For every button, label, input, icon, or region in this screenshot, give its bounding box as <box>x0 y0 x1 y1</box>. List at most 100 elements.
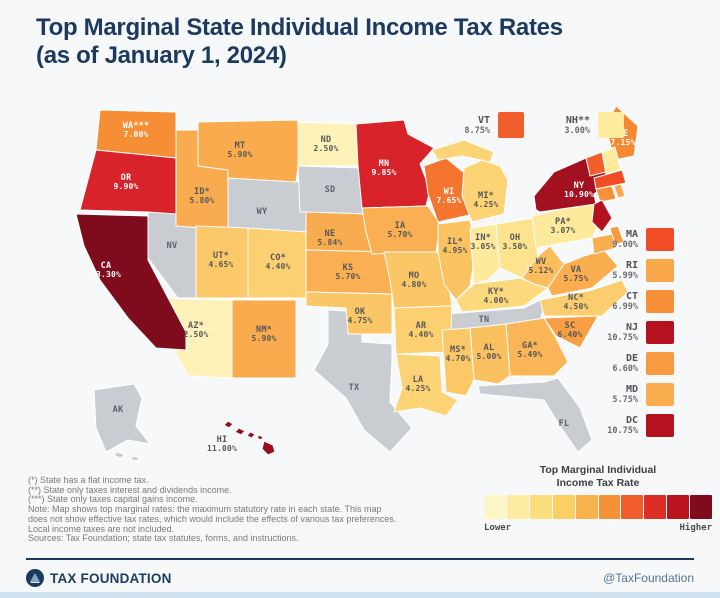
callout-CT-abbr: CT <box>625 291 638 302</box>
state-label-NY: NY 10.90% <box>564 181 594 199</box>
state-label-NE: NE 5.84% <box>317 229 342 247</box>
state-CA <box>75 213 187 351</box>
state-AK <box>93 383 151 462</box>
callout-nh-swatch <box>598 112 624 138</box>
state-label-ID: ID* 5.80% <box>189 187 214 205</box>
state-TX <box>313 309 413 453</box>
state-NM <box>231 299 297 379</box>
callout-MD-swatch <box>646 383 674 406</box>
callout-CT-rate: 6.99% <box>612 302 638 312</box>
state-label-MO: MO 4.80% <box>401 271 426 289</box>
footer-divider <box>26 558 694 560</box>
state-label-IN: IN* 3.05% <box>470 233 495 251</box>
legend-end-labels: Lower Higher <box>484 523 712 533</box>
callout-DE-text: DE 6.60% <box>592 353 638 374</box>
legend-swatch-5 <box>575 495 598 519</box>
footnote-sources: Sources: Tax Foundation; state tax statu… <box>28 533 299 544</box>
callout-MD-rate: 5.75% <box>612 395 638 405</box>
state-label-UT: UT* 4.65% <box>208 251 233 269</box>
state-label-KY: KY* 4.00% <box>483 287 508 305</box>
footnotes: (*) State has a flat income tax. (**) St… <box>28 475 478 544</box>
social-handle: @TaxFoundation <box>603 571 694 585</box>
state-label-SC: SC 6.40% <box>557 321 582 339</box>
state-labels: NV WY SD TX TN FL AK WA*** 7.00% OR 9.90% ID* 5.80% M… <box>91 121 635 453</box>
legend-swatch-10 <box>690 495 713 519</box>
legend-swatch-3 <box>529 495 552 519</box>
callout-DC-abbr: DC <box>625 415 638 426</box>
callout-DE-abbr: DE <box>625 353 638 364</box>
footnote-interest-dividends: (**) State only taxes interest and divid… <box>28 484 232 495</box>
callout-nh: NH** 3.00% <box>546 112 624 138</box>
callout-DE-swatch <box>646 352 674 375</box>
state-label-OK: OK 4.75% <box>347 307 372 325</box>
callout-MA-rate: 9.00% <box>612 240 638 250</box>
title-line-2: (as of January 1, 2024) <box>36 42 287 69</box>
legend-swatch-7 <box>621 495 644 519</box>
state-MS <box>441 327 475 397</box>
callout-MD-abbr: MD <box>625 384 638 395</box>
callout-vt-text: VT 8.75% <box>446 115 490 136</box>
callout-vt-swatch <box>498 112 524 138</box>
state-HI <box>223 420 276 456</box>
callout-vt-abbr: VT <box>477 114 490 126</box>
legend-swatch-9 <box>667 495 690 519</box>
legend-swatch-1 <box>484 495 506 519</box>
state-IL <box>437 219 477 301</box>
callout-CT: CT 6.99% <box>592 290 674 313</box>
state-label-FL: FL <box>559 419 570 429</box>
callout-MD-text: MD 5.75% <box>592 384 638 405</box>
callout-NJ-swatch <box>646 321 674 344</box>
callout-CT-swatch <box>646 290 674 313</box>
brand: TAX FOUNDATION <box>26 569 172 587</box>
state-label-GA: GA* 5.49% <box>517 341 542 359</box>
state-label-TN: TN <box>479 315 490 325</box>
callout-nh-text: NH** 3.00% <box>546 115 590 136</box>
callout-MA-abbr: MA <box>625 229 638 240</box>
state-label-HI: HI 11.00% <box>207 435 237 453</box>
state-label-AL: AL 5.00% <box>476 343 501 361</box>
state-label-KS: KS 5.70% <box>335 263 360 281</box>
footnote-note-line-3: Local income taxes are not included. <box>28 523 175 534</box>
callout-vt: VT 8.75% <box>446 112 524 138</box>
state-LA <box>393 353 459 417</box>
bottom-accent-bar <box>0 592 720 598</box>
callout-DC-swatch <box>646 414 674 437</box>
callout-RI: RI 5.99% <box>592 259 674 282</box>
callout-DE: DE 6.60% <box>592 352 674 375</box>
state-label-NM: NM* 5.90% <box>251 325 276 343</box>
state-label-IA: IA 5.70% <box>387 221 412 239</box>
state-SC <box>543 315 599 349</box>
callout-RI-rate: 5.99% <box>612 271 638 281</box>
callout-RI-swatch <box>646 259 674 282</box>
state-label-MS: MS* 4.70% <box>445 345 470 363</box>
state-OR <box>79 149 177 215</box>
state-label-AK: AK <box>113 405 124 415</box>
state-NC <box>539 279 629 317</box>
footnote-capital-gains: (***) State only taxes capital gains inc… <box>28 494 198 505</box>
legend-gradient <box>484 495 713 519</box>
callout-NJ: NJ 10.75% <box>592 321 674 344</box>
state-label-VA: VA 5.75% <box>563 265 588 283</box>
state-label-WY: WY <box>257 207 268 217</box>
callout-MA: MA 9.00% <box>592 228 674 251</box>
callout-MA-text: MA 9.00% <box>592 229 638 250</box>
state-label-IL: IL* 4.95% <box>442 237 467 255</box>
legend: Top Marginal Individual Income Tax Rate … <box>484 464 713 533</box>
state-MA <box>593 169 627 190</box>
legend-lower-label: Lower <box>484 523 512 533</box>
state-label-TX: TX <box>349 383 360 393</box>
state-label-WI: WI 7.65% <box>436 187 461 205</box>
callout-nh-rate: 3.00% <box>564 125 590 136</box>
state-label-SD: SD <box>325 185 336 195</box>
state-label-ND: ND 2.50% <box>313 135 338 153</box>
state-RI <box>613 183 626 199</box>
state-label-PA: PA* 3.07% <box>550 217 575 235</box>
state-label-OR: OR 9.90% <box>113 173 138 191</box>
footer: TAX FOUNDATION @TaxFoundation <box>26 564 694 592</box>
callout-vt-rate: 8.75% <box>464 125 490 136</box>
page-title: Top Marginal State Individual Income Tax… <box>36 14 563 70</box>
state-label-MI: MI* 4.25% <box>473 191 498 209</box>
brand-name: TAX FOUNDATION <box>50 570 172 586</box>
callout-RI-abbr: RI <box>625 260 638 271</box>
